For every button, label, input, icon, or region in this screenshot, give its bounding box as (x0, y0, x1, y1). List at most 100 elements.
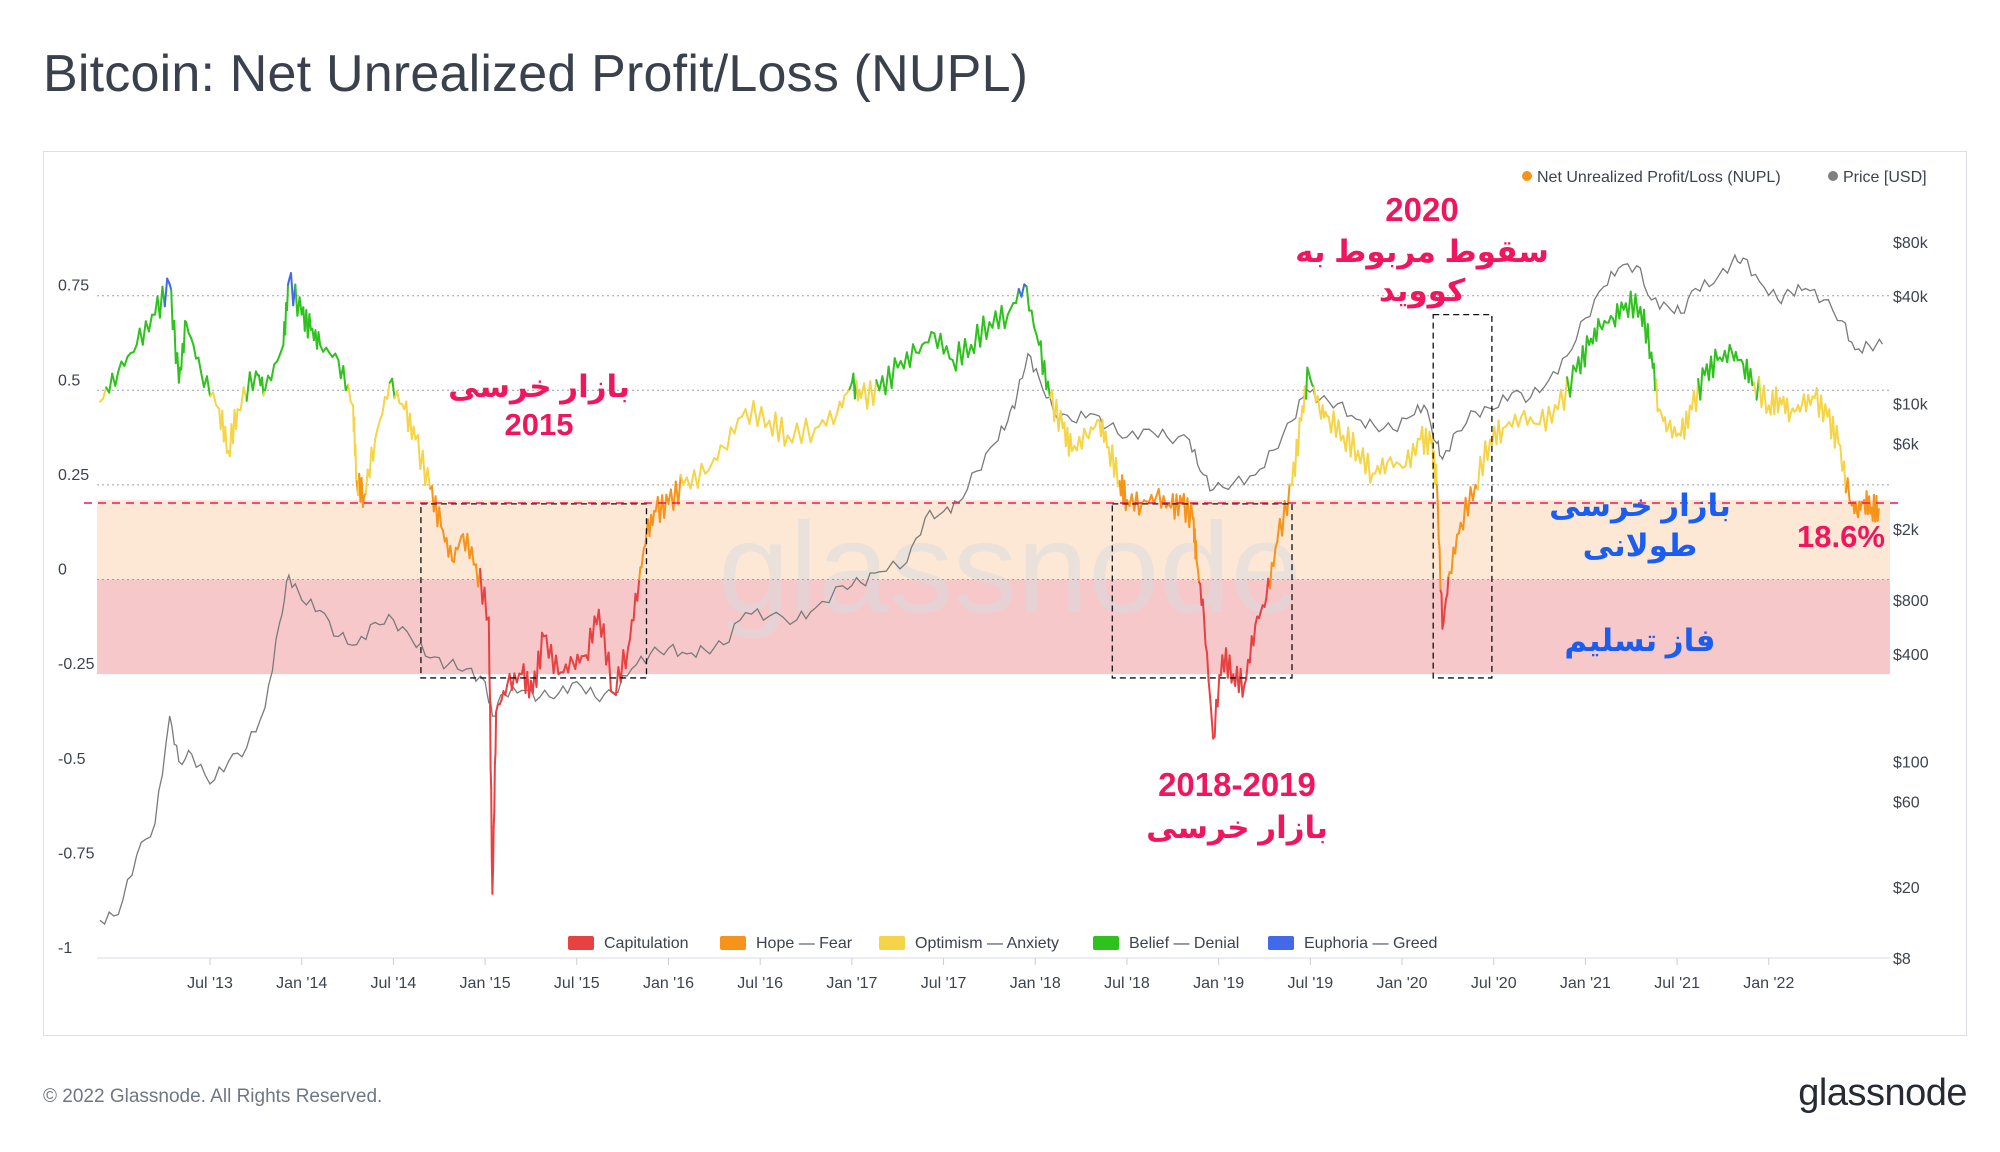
x-tick-label: Jan '19 (1193, 975, 1244, 992)
nupl-segment (733, 417, 740, 435)
nupl-segment (954, 341, 960, 372)
nupl-segment (364, 468, 369, 494)
y-left-tick: 0 (58, 562, 67, 579)
nupl-segment (354, 443, 358, 480)
x-tick-label: Jul '15 (554, 975, 600, 992)
nupl-segment (597, 608, 603, 638)
nupl-segment (1435, 463, 1438, 486)
nupl-segment (1035, 333, 1040, 346)
nupl-segment (276, 352, 282, 363)
legend-item-nupl-marker (1522, 171, 1532, 181)
nupl-segment (1000, 304, 1006, 330)
x-tick-label: Jan '15 (460, 975, 511, 992)
nupl-segment (1859, 501, 1863, 511)
nupl-segment (458, 535, 463, 545)
x-tick-label: Jan '17 (826, 975, 877, 992)
nupl-segment (1033, 325, 1038, 336)
nupl-segment (774, 411, 780, 443)
nupl-segment (117, 360, 123, 373)
nupl-segment (1467, 486, 1472, 517)
nupl-segment (1162, 495, 1168, 509)
nupl-segment (1152, 495, 1158, 505)
y-left-tick: -0.5 (58, 751, 86, 768)
y-left-tick: 0.75 (58, 278, 89, 295)
nupl-segment (1030, 309, 1035, 328)
nupl-segment (386, 381, 391, 400)
nupl-segment (985, 321, 991, 340)
nupl-segment (1443, 598, 1447, 610)
nupl-segment (132, 343, 138, 354)
nupl-segment (1846, 477, 1851, 502)
nupl-segment (872, 379, 878, 407)
chart-frame (43, 151, 1967, 1036)
nupl-segment (828, 410, 835, 426)
nupl-segment (1389, 456, 1395, 469)
nupl-segment (206, 375, 211, 398)
annotation-covid-line1: 2020 (1385, 191, 1458, 228)
nupl-segment (1080, 427, 1086, 450)
nupl-segment (493, 752, 497, 764)
nupl-segment (1526, 416, 1532, 426)
nupl-segment (1272, 546, 1277, 567)
y-right-tick: $800 (1893, 593, 1929, 610)
highlight-box-0 (420, 503, 648, 679)
nupl-segment (1207, 679, 1212, 699)
nupl-segment (602, 623, 608, 666)
x-tick-label: Jan '21 (1560, 975, 1611, 992)
nupl-segment (800, 417, 807, 444)
nupl-segment (967, 343, 973, 358)
nupl-segment (245, 371, 251, 402)
nupl-segment (1438, 547, 1442, 592)
legend-label-0: Capitulation (604, 935, 689, 952)
nupl-segment (982, 315, 988, 340)
highlight-box-1 (1111, 503, 1293, 679)
nupl-segment (1199, 583, 1203, 606)
nupl-segment (426, 467, 432, 490)
nupl-segment (1471, 483, 1477, 502)
nupl-segment (1201, 598, 1205, 619)
nupl-segment (1006, 307, 1012, 316)
nupl-segment (1462, 496, 1467, 531)
annotation-bear-2015-line1: بازار خرسی (448, 369, 630, 405)
nupl-segment (1446, 575, 1450, 596)
nupl-segment (1442, 608, 1446, 624)
nupl-segment (1094, 419, 1099, 428)
nupl-segment (890, 357, 896, 390)
nupl-segment (361, 495, 366, 508)
nupl-segment (1563, 376, 1569, 411)
nupl-segment (710, 457, 716, 466)
x-tick-label: Jan '22 (1743, 975, 1794, 992)
nupl-segment (1409, 443, 1414, 469)
nupl-segment (1550, 404, 1556, 424)
nupl-segment (927, 331, 933, 344)
nupl-segment (539, 631, 543, 670)
nupl-segment (235, 408, 239, 430)
nupl-segment (1209, 696, 1213, 719)
nupl-segment (381, 395, 386, 415)
nupl-segment (270, 363, 276, 382)
y-right-tick: $20 (1893, 880, 1920, 897)
nupl-segment (1203, 616, 1207, 646)
nupl-segment (587, 627, 592, 661)
nupl-segment (456, 542, 461, 551)
x-tick-label: Jul '13 (187, 975, 233, 992)
nupl-segment (1583, 335, 1588, 368)
nupl-segment (441, 529, 446, 543)
nupl-segment (470, 546, 475, 566)
nupl-segment (1876, 508, 1880, 522)
nupl-segment (908, 343, 914, 368)
nupl-segment (1607, 315, 1612, 324)
nupl-segment (1514, 413, 1520, 428)
nupl-segment (1673, 425, 1678, 438)
nupl-segment (1788, 412, 1792, 423)
nupl-segment (945, 345, 951, 360)
nupl-segment (1450, 546, 1455, 575)
nupl-segment (170, 288, 174, 331)
nupl-segment (1835, 424, 1840, 445)
nupl-segment (1241, 684, 1246, 698)
nupl-segment (199, 370, 205, 388)
nupl-segment (334, 352, 340, 361)
nupl-segment (492, 810, 496, 828)
nupl-segment (786, 434, 794, 444)
legend-swatch-1 (720, 936, 746, 950)
